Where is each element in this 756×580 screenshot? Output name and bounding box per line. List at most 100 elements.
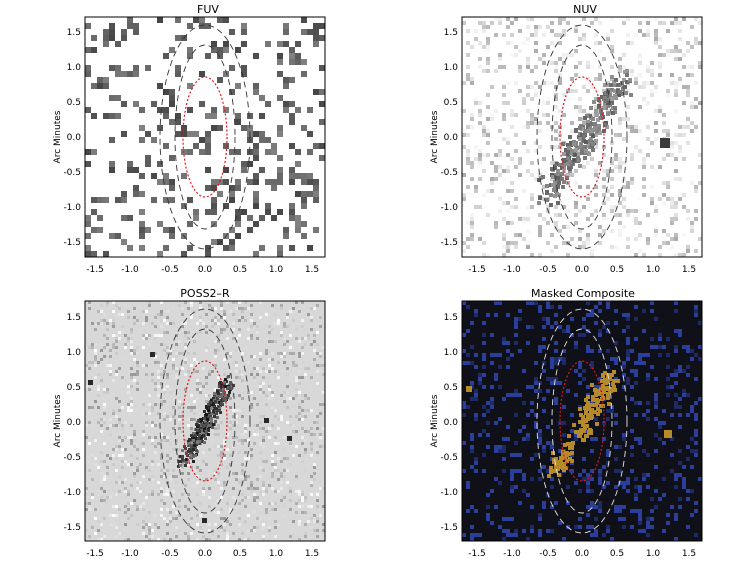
image-pixel [91, 346, 94, 349]
image-pixel [594, 417, 598, 421]
image-pixel [626, 381, 630, 385]
image-pixel [301, 173, 307, 179]
image-pixel [530, 409, 534, 413]
image-pixel [160, 373, 163, 376]
image-pixel [247, 529, 250, 532]
image-pixel [250, 313, 253, 316]
image-pixel [136, 523, 139, 526]
image-pixel [217, 535, 220, 538]
image-pixel [618, 445, 622, 449]
image-pixel [271, 460, 274, 463]
image-pixel [127, 490, 130, 493]
image-pixel [510, 469, 514, 473]
image-pixel [578, 434, 582, 438]
image-pixel [187, 472, 190, 475]
image-pixel [554, 65, 558, 69]
image-pixel [295, 376, 298, 379]
panel-poss2r: POSS2–R -1.5 -1.0 -0.5 0.0 0.5 1.0 1.5 1… [53, 287, 326, 559]
image-pixel [145, 466, 148, 469]
image-pixel [319, 119, 325, 125]
image-pixel [133, 29, 139, 35]
image-pixel [606, 189, 610, 193]
image-pixel [478, 161, 482, 165]
image-pixel [466, 485, 470, 489]
image-pixel [277, 478, 280, 481]
image-pixel [277, 59, 283, 65]
image-pixel [181, 125, 187, 131]
image-pixel [115, 340, 118, 343]
image-pixel [462, 133, 466, 137]
image-pixel [210, 424, 213, 427]
image-pixel [608, 93, 612, 97]
image-pixel [130, 376, 133, 379]
image-pixel [466, 77, 470, 81]
image-pixel [133, 65, 139, 71]
image-pixel [304, 337, 307, 340]
image-pixel [154, 424, 157, 427]
image-pixel [253, 53, 259, 59]
image-pixel [115, 397, 118, 400]
image-pixel [280, 472, 283, 475]
image-pixel [133, 167, 139, 173]
image-pixel [253, 131, 259, 137]
image-pixel [550, 325, 554, 329]
image-pixel [313, 349, 316, 352]
image-pixel [295, 511, 298, 514]
image-pixel [160, 400, 163, 403]
svg-text:0.5: 0.5 [444, 383, 458, 393]
image-pixel [550, 81, 554, 85]
image-pixel [618, 121, 622, 125]
image-pixel [570, 451, 574, 455]
image-pixel [208, 394, 211, 397]
image-pixel [546, 81, 550, 85]
image-pixel [202, 322, 205, 325]
image-pixel [247, 454, 250, 457]
image-pixel [530, 161, 534, 165]
image-pixel [187, 478, 190, 481]
image-pixel [682, 481, 686, 485]
image-pixel [271, 179, 277, 185]
image-pixel [690, 73, 694, 77]
image-pixel [554, 463, 558, 467]
image-pixel [295, 59, 301, 65]
image-pixel [301, 221, 307, 227]
image-pixel [581, 438, 585, 442]
image-pixel [537, 201, 541, 205]
svg-text:-1.5: -1.5 [440, 523, 458, 533]
image-pixel [578, 525, 582, 529]
image-pixel [304, 469, 307, 472]
image-pixel [462, 361, 466, 365]
image-pixel [546, 321, 550, 325]
image-pixel [674, 21, 678, 25]
image-pixel [265, 101, 271, 107]
image-pixel [250, 406, 253, 409]
image-pixel [590, 489, 594, 493]
image-pixel [85, 367, 88, 370]
image-pixel [103, 251, 109, 257]
image-pixel [295, 325, 298, 328]
image-pixel [121, 481, 124, 484]
ellipse-inner-dotted [182, 360, 228, 482]
image-pixel [654, 405, 658, 409]
image-pixel [686, 49, 690, 53]
image-pixel [214, 433, 217, 436]
image-pixel [574, 430, 578, 434]
image-pixel [112, 448, 115, 451]
image-pixel [630, 385, 634, 389]
image-pixel [546, 441, 550, 445]
image-pixel [160, 457, 163, 460]
svg-text:-0.5: -0.5 [161, 265, 179, 275]
image-pixel [550, 41, 554, 45]
image-pixel [610, 65, 614, 69]
image-pixel [127, 502, 130, 505]
image-pixel [226, 535, 229, 538]
image-pixel [172, 415, 175, 418]
image-pixel [154, 445, 157, 448]
image-pixel [203, 427, 206, 430]
image-pixel [142, 502, 145, 505]
image-pixel [115, 481, 118, 484]
image-pixel [106, 472, 109, 475]
image-pixel [694, 433, 698, 437]
image-pixel [121, 427, 124, 430]
image-pixel [289, 352, 292, 355]
